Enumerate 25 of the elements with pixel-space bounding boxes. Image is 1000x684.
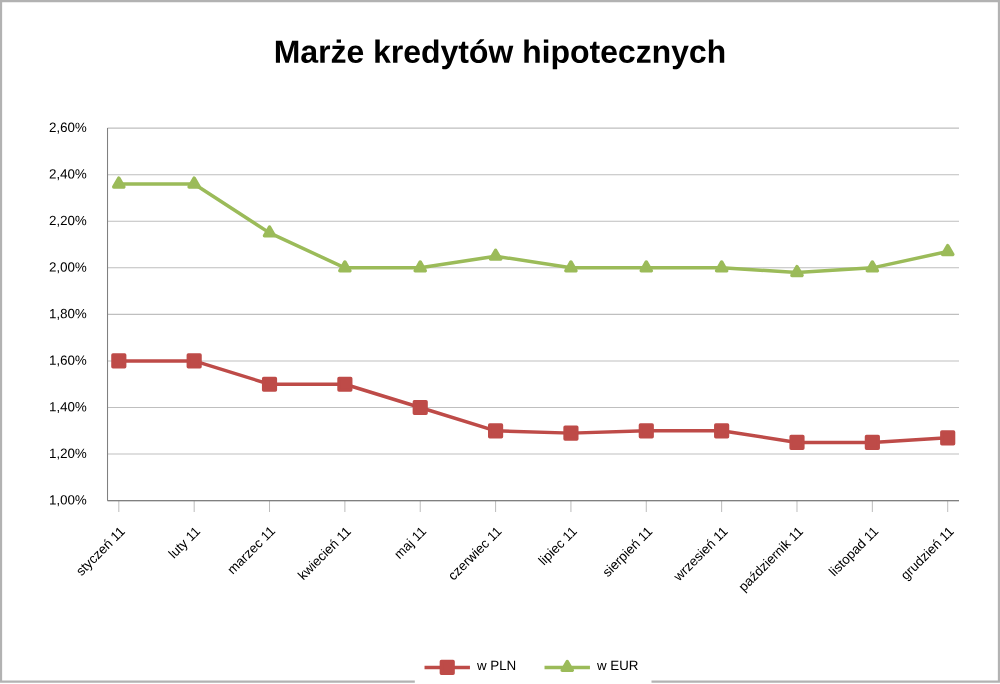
point xyxy=(261,376,278,392)
point xyxy=(564,259,578,273)
point xyxy=(639,259,654,273)
point xyxy=(638,422,654,439)
point xyxy=(111,353,127,369)
point xyxy=(112,176,126,189)
point xyxy=(412,399,428,415)
point xyxy=(714,422,730,439)
chart-title: Marże kredytów hipotecznych xyxy=(275,38,725,69)
point xyxy=(413,259,428,273)
point xyxy=(187,176,201,189)
point xyxy=(262,225,277,238)
point xyxy=(790,264,804,277)
point xyxy=(940,429,956,446)
point xyxy=(488,422,504,439)
point xyxy=(338,259,352,273)
point xyxy=(789,434,805,450)
point xyxy=(337,376,353,392)
point xyxy=(488,248,503,261)
point xyxy=(865,259,880,273)
point xyxy=(864,434,880,450)
point xyxy=(186,353,202,369)
point xyxy=(563,425,579,441)
point xyxy=(940,243,955,256)
point xyxy=(714,259,729,273)
